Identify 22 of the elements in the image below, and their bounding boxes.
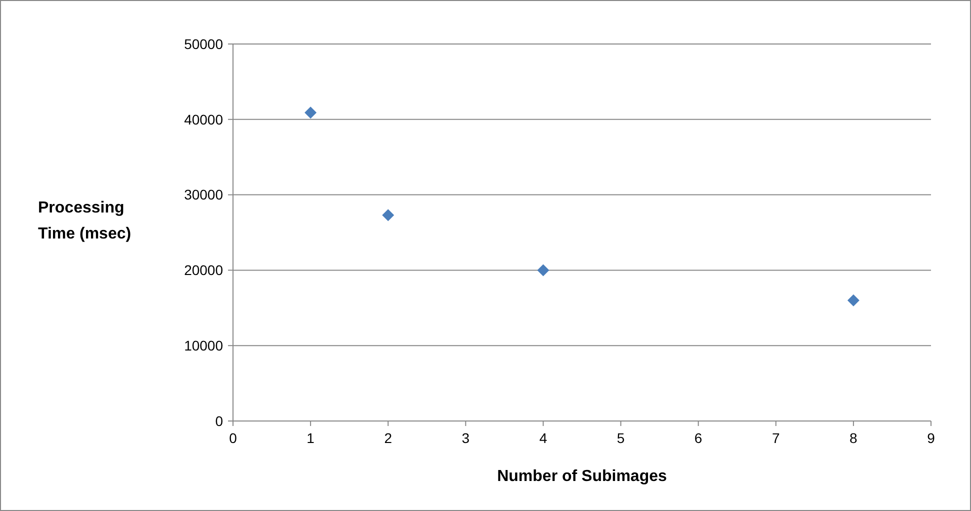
y-tick-label: 0 — [215, 412, 224, 429]
y-tick-label: 50000 — [184, 36, 224, 52]
x-tick-label: 1 — [306, 430, 315, 446]
y-tick-label: 40000 — [184, 111, 224, 128]
y-tick-label: 30000 — [184, 186, 224, 203]
x-axis-title: Number of Subimages — [497, 468, 667, 485]
x-tick-label: 8 — [850, 430, 858, 446]
x-tick-label: 4 — [539, 430, 548, 446]
point — [847, 294, 860, 306]
x-tick-label: 9 — [927, 430, 936, 446]
point — [304, 106, 317, 119]
x-tick-label: 0 — [229, 430, 238, 446]
y-axis-title: Processing Time (msec) — [38, 200, 132, 242]
x-tick-label: 7 — [772, 430, 780, 446]
x-tick-label: 2 — [384, 430, 392, 446]
y-tick-label: 20000 — [184, 262, 224, 278]
point — [382, 209, 394, 222]
y-tick-label: 10000 — [184, 338, 224, 354]
x-tick-label: 3 — [462, 430, 470, 446]
point — [537, 264, 550, 276]
x-tick-label: 6 — [694, 430, 702, 446]
x-tick-label: 5 — [616, 430, 625, 446]
